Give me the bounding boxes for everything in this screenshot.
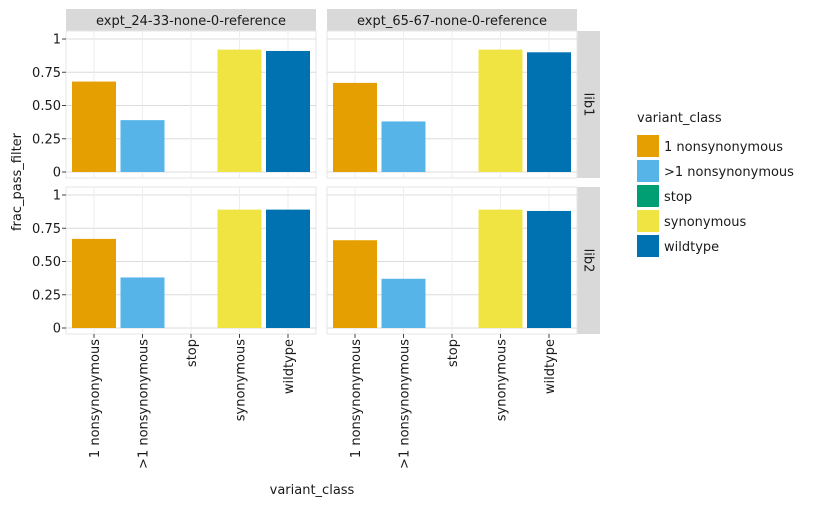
x-tick-label: stop bbox=[185, 339, 200, 367]
x-tick-label: synonymous bbox=[234, 339, 249, 421]
legend-swatch bbox=[637, 235, 659, 257]
legend-swatch bbox=[637, 160, 659, 182]
x-tick-label: >1 nonsynonymous bbox=[137, 339, 152, 469]
legend-label: synonymous bbox=[664, 215, 746, 230]
bar bbox=[72, 81, 116, 172]
x-tick-label: >1 nonsynonymous bbox=[398, 339, 413, 469]
y-tick-label: 0.75 bbox=[32, 66, 61, 81]
bar bbox=[120, 277, 165, 328]
legend-label: stop bbox=[664, 190, 692, 205]
legend-swatch bbox=[637, 135, 659, 157]
x-tick-label: 1 nonsynonymous bbox=[88, 339, 103, 458]
facet-row-label: lib1 bbox=[581, 93, 596, 117]
y-tick-label: 0.25 bbox=[32, 288, 61, 303]
x-tick-label: wildtype bbox=[282, 339, 297, 394]
bar bbox=[217, 49, 262, 172]
bar bbox=[478, 209, 523, 328]
bar bbox=[381, 278, 426, 328]
bar bbox=[381, 121, 426, 172]
y-tick-label: 1 bbox=[53, 189, 61, 204]
legend-swatch bbox=[637, 185, 659, 207]
bar bbox=[120, 120, 165, 172]
facet-row-strip bbox=[577, 187, 600, 334]
y-tick-label: 1 bbox=[53, 33, 61, 48]
x-tick-label: 1 nonsynonymous bbox=[349, 339, 364, 458]
legend-label: >1 nonsynonymous bbox=[664, 165, 794, 180]
facet-row-strip bbox=[577, 31, 600, 178]
facet-col-label: expt_65-67-none-0-reference bbox=[357, 14, 547, 29]
bar bbox=[527, 210, 571, 328]
y-tick-label: 0 bbox=[53, 166, 61, 181]
legend-title: variant_class bbox=[637, 111, 722, 126]
x-tick-label: wildtype bbox=[543, 339, 558, 394]
bar bbox=[217, 209, 262, 328]
legend-swatch bbox=[637, 210, 659, 232]
bar bbox=[478, 49, 523, 172]
bar bbox=[266, 50, 310, 172]
facet-col-label: expt_24-33-none-0-reference bbox=[96, 14, 286, 29]
y-tick-label: 0.50 bbox=[32, 99, 61, 114]
legend-label: 1 nonsynonymous bbox=[664, 140, 783, 155]
bar bbox=[72, 238, 116, 328]
facet-col-strip bbox=[66, 9, 316, 31]
legend-label: wildtype bbox=[664, 240, 719, 255]
y-tick-label: 0.50 bbox=[32, 255, 61, 270]
bar bbox=[333, 240, 377, 328]
bar bbox=[527, 52, 571, 172]
bar bbox=[333, 82, 377, 172]
x-axis-title: variant_class bbox=[270, 483, 355, 498]
y-tick-label: 0.75 bbox=[32, 222, 61, 237]
facet-row-label: lib2 bbox=[581, 249, 596, 273]
bar bbox=[266, 209, 310, 328]
y-tick-label: 0 bbox=[53, 322, 61, 337]
x-tick-label: synonymous bbox=[495, 339, 510, 421]
x-tick-label: stop bbox=[446, 339, 461, 367]
facet-col-strip bbox=[327, 9, 577, 31]
y-tick-label: 0.25 bbox=[32, 132, 61, 147]
y-axis-title: frac_pass_filter bbox=[10, 132, 25, 231]
